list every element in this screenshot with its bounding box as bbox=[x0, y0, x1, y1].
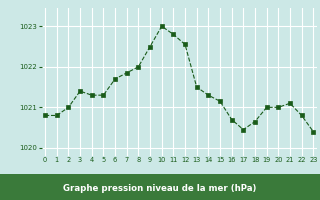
Text: Graphe pression niveau de la mer (hPa): Graphe pression niveau de la mer (hPa) bbox=[63, 184, 257, 193]
